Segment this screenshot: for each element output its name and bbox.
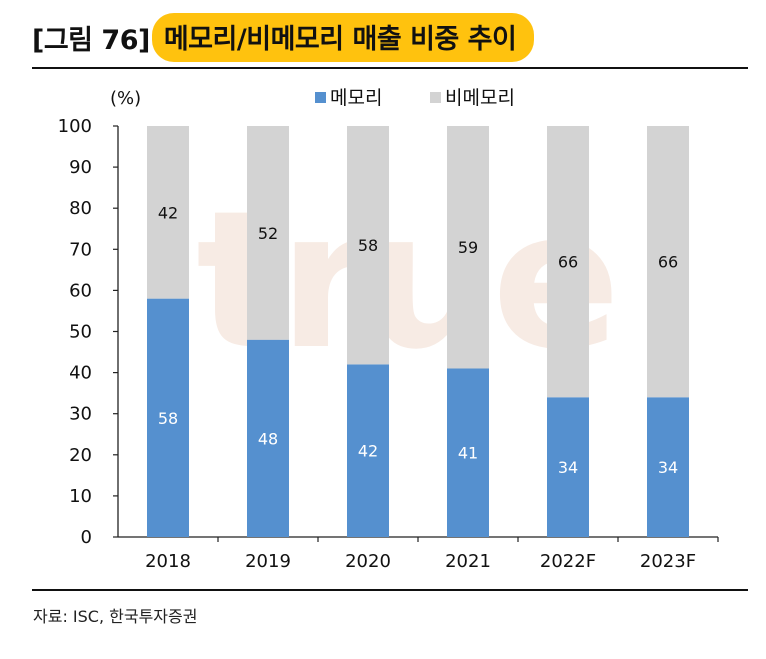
y-tick-label: 80 <box>69 198 92 219</box>
y-tick-label: 60 <box>69 280 92 301</box>
data-label-memory: 41 <box>458 444 478 463</box>
bar-memory <box>347 364 389 537</box>
y-tick-label: 90 <box>69 157 92 178</box>
source-note: 자료: ISC, 한국투자증권 <box>33 607 198 626</box>
x-tick-label: 2019 <box>245 551 291 572</box>
data-label-non-memory: 66 <box>558 253 578 272</box>
x-tick-label: 2020 <box>345 551 391 572</box>
y-tick-label: 20 <box>69 445 92 466</box>
x-tick-label: 2021 <box>445 551 491 572</box>
bar-non-memory <box>247 126 289 340</box>
bottom-rule <box>32 589 748 591</box>
x-tick-label: 2023F <box>640 551 696 572</box>
bar-non-memory <box>547 126 589 398</box>
x-tick-label: 2022F <box>540 551 596 572</box>
legend-swatch-memory <box>315 92 326 103</box>
data-label-non-memory: 42 <box>158 203 178 222</box>
stacked-bar-chart: 0 10 20 30 40 50 60 70 80 90 100 (%) 58 42 2018 48 52 201… <box>58 87 719 572</box>
bar-memory <box>247 339 289 537</box>
legend-label-memory: 메모리 <box>330 87 382 109</box>
data-label-memory: 48 <box>258 429 278 448</box>
figure-title: 메모리/비메모리 매출 비중 추이 <box>151 12 535 62</box>
data-label-memory: 42 <box>358 442 378 461</box>
y-tick-label: 10 <box>69 486 92 507</box>
bar-memory <box>547 397 589 537</box>
figure-header: [그림 76] 메모리/비메모리 매출 비중 추이 <box>32 12 535 62</box>
y-tick-label: 40 <box>69 363 92 384</box>
legend-label-non-memory: 비메모리 <box>445 87 515 109</box>
y-tick-label: 50 <box>69 322 92 343</box>
bar-memory <box>147 298 189 537</box>
data-label-non-memory: 66 <box>658 253 678 272</box>
bar-memory <box>647 397 689 537</box>
y-tick-label: 30 <box>69 404 92 425</box>
top-rule <box>32 67 748 69</box>
bar-memory <box>447 368 489 537</box>
bar-non-memory <box>647 126 689 398</box>
y-tick-label: 0 <box>81 527 92 548</box>
x-tick-label: 2018 <box>145 551 191 572</box>
data-label-memory: 34 <box>558 458 578 477</box>
data-label-memory: 34 <box>658 458 678 477</box>
y-unit-label: (%) <box>110 88 141 109</box>
data-label-memory: 58 <box>158 409 178 428</box>
data-label-non-memory: 58 <box>358 236 378 255</box>
bar-non-memory <box>147 126 189 299</box>
data-label-non-memory: 59 <box>458 238 478 257</box>
data-label-non-memory: 52 <box>258 224 278 243</box>
legend-swatch-non-memory <box>430 92 441 103</box>
y-tick-label: 100 <box>58 116 92 137</box>
bar-non-memory <box>447 126 489 369</box>
figure-number: [그림 76] <box>32 24 150 56</box>
y-tick-label: 70 <box>69 239 92 260</box>
bar-non-memory <box>347 126 389 365</box>
